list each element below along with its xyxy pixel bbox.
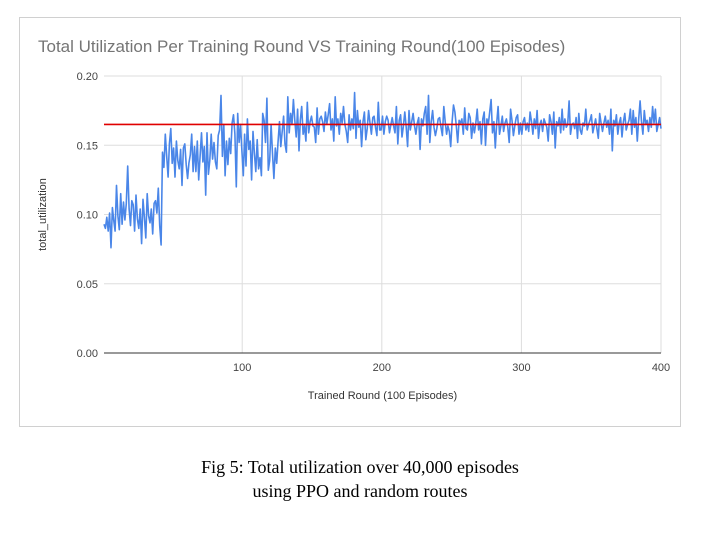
y-tick-label: 0.15 — [77, 140, 98, 152]
x-tick-label: 400 — [652, 362, 670, 374]
x-tick-label: 100 — [233, 362, 251, 374]
y-tick-label: 0.20 — [77, 71, 98, 83]
y-axis-label: total_utilization — [37, 178, 49, 251]
caption-line-1: Fig 5: Total utilization over 40,000 epi… — [201, 457, 519, 477]
series-line-total-utilization — [103, 91, 662, 249]
y-tick-label: 0.05 — [77, 279, 98, 291]
figure-caption: Fig 5: Total utilization over 40,000 epi… — [0, 455, 720, 503]
x-axis-label: Trained Round (100 Episodes) — [308, 390, 457, 402]
chart-panel: Total Utilization Per Training Round VS … — [19, 17, 681, 427]
x-tick-label: 200 — [373, 362, 391, 374]
x-tick-labels: 100 200 300 400 — [233, 362, 670, 374]
chart-title: Total Utilization Per Training Round VS … — [38, 37, 565, 56]
line-chart: Total Utilization Per Training Round VS … — [37, 37, 670, 402]
y-tick-label: 0.00 — [77, 348, 98, 360]
caption-line-2: using PPO and random routes — [252, 481, 468, 501]
y-tick-label: 0.10 — [77, 210, 98, 222]
y-tick-labels: 0.00 0.05 0.10 0.15 0.20 — [77, 71, 98, 360]
x-tick-label: 300 — [512, 362, 530, 374]
